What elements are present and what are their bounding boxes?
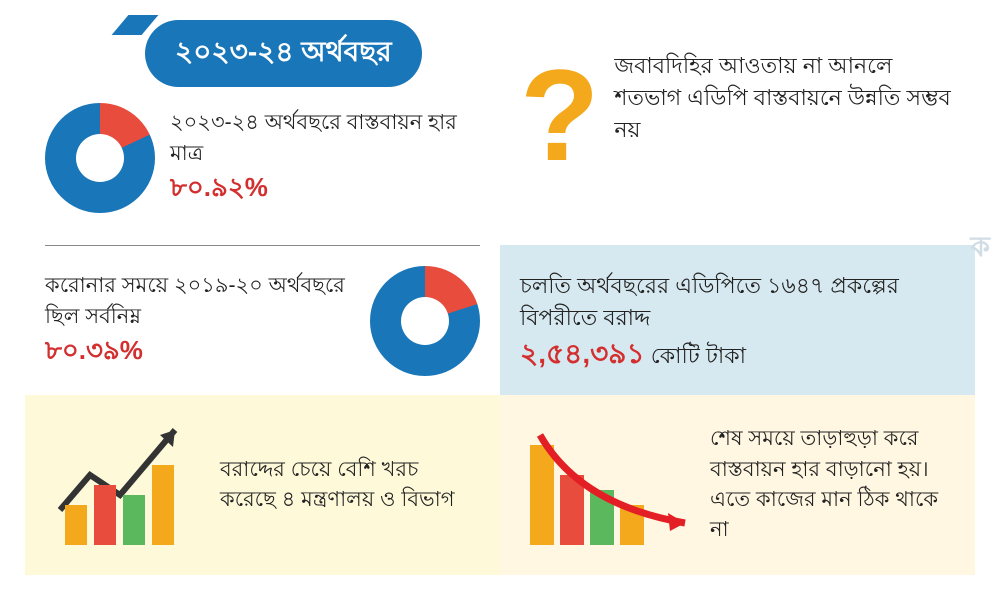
header-banner: ২০২৩-২৪ অর্থবছর: [145, 20, 422, 87]
infographic-grid: ২০২৩-২৪ অর্থবছরে বাস্তবায়ন হার মাত্র ৮০…: [0, 0, 1000, 600]
text-block: চলতি অর্থবছরের এডিপিতে ১৬৪৭ প্রকল্পের বি…: [520, 270, 955, 374]
decline-chart-icon: [520, 415, 700, 555]
bar: [65, 505, 87, 545]
panel5-after: কোটি টাকা: [651, 343, 746, 368]
watermark: ক: [970, 225, 990, 272]
panel2-text: করোনার সময়ে ২০১৯-২০ অর্থবছরে ছিল সর্বনি…: [45, 274, 345, 327]
growth-chart-icon: [45, 415, 205, 555]
panel3-text: বরাদ্দের চেয়ে বেশি খরচ করেছে ৪ মন্ত্রণা…: [220, 455, 480, 516]
text-block: ২০২৩-২৪ অর্থবছরে বাস্তবায়ন হার মাত্র ৮০…: [170, 108, 480, 207]
bar: [152, 465, 174, 545]
panel-accountability: ? জবাবদিহির আওতায় না আনলে শতভাগ এডিপি ব…: [500, 25, 975, 245]
panel-overspend: বরাদ্দের চেয়ে বেশি খরচ করেছে ৪ মন্ত্রণা…: [25, 395, 500, 575]
bar: [123, 495, 145, 545]
left-column: ২০২৩-২৪ অর্থবছরে বাস্তবায়ন হার মাত্র ৮০…: [25, 25, 500, 575]
panel5-before: চলতি অর্থবছরের এডিপিতে ১৬৪৭ প্রকল্পের বি…: [520, 273, 899, 330]
panel-implementation-rate: ২০২৩-২৪ অর্থবছরে বাস্তবায়ন হার মাত্র ৮০…: [25, 70, 500, 245]
bar: [94, 485, 116, 545]
panel-corona-rate: করোনার সময়ে ২০১৯-২০ অর্থবছরে ছিল সর্বনি…: [45, 245, 480, 395]
panel5-amount: ২,৫৪,৩৯১: [520, 338, 645, 369]
question-mark-icon: ?: [520, 50, 599, 180]
panel1-percent: ৮০.৯২%: [170, 172, 268, 202]
panel-allocation: চলতি অর্থবছরের এডিপিতে ১৬৪৭ প্রকল্পের বি…: [500, 245, 975, 395]
decline-arrow-icon: [520, 415, 700, 555]
donut-chart-2019-20: [370, 266, 480, 376]
growth-bars: [65, 465, 174, 545]
panel6-text: শেষ সময়ে তাড়াহুড়া করে বাস্তবায়ন হার …: [710, 424, 955, 546]
panel-rush: শেষ সময়ে তাড়াহুড়া করে বাস্তবায়ন হার …: [500, 395, 975, 575]
text-block: করোনার সময়ে ২০১৯-২০ অর্থবছরে ছিল সর্বনি…: [45, 271, 355, 370]
right-column: ? জবাবদিহির আওতায় না আনলে শতভাগ এডিপি ব…: [500, 25, 975, 575]
panel2-percent: ৮০.৩৯%: [45, 335, 143, 365]
donut-chart-2023-24: [45, 103, 155, 213]
panel1-text: ২০২৩-২৪ অর্থবছরে বাস্তবায়ন হার মাত্র: [170, 111, 457, 164]
panel4-text: জবাবদিহির আওতায় না আনলে শতভাগ এডিপি বাস…: [614, 50, 955, 146]
